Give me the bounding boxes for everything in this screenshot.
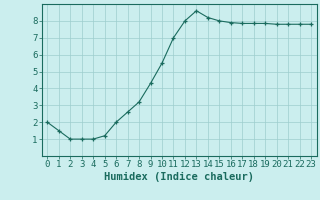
X-axis label: Humidex (Indice chaleur): Humidex (Indice chaleur) [104,172,254,182]
